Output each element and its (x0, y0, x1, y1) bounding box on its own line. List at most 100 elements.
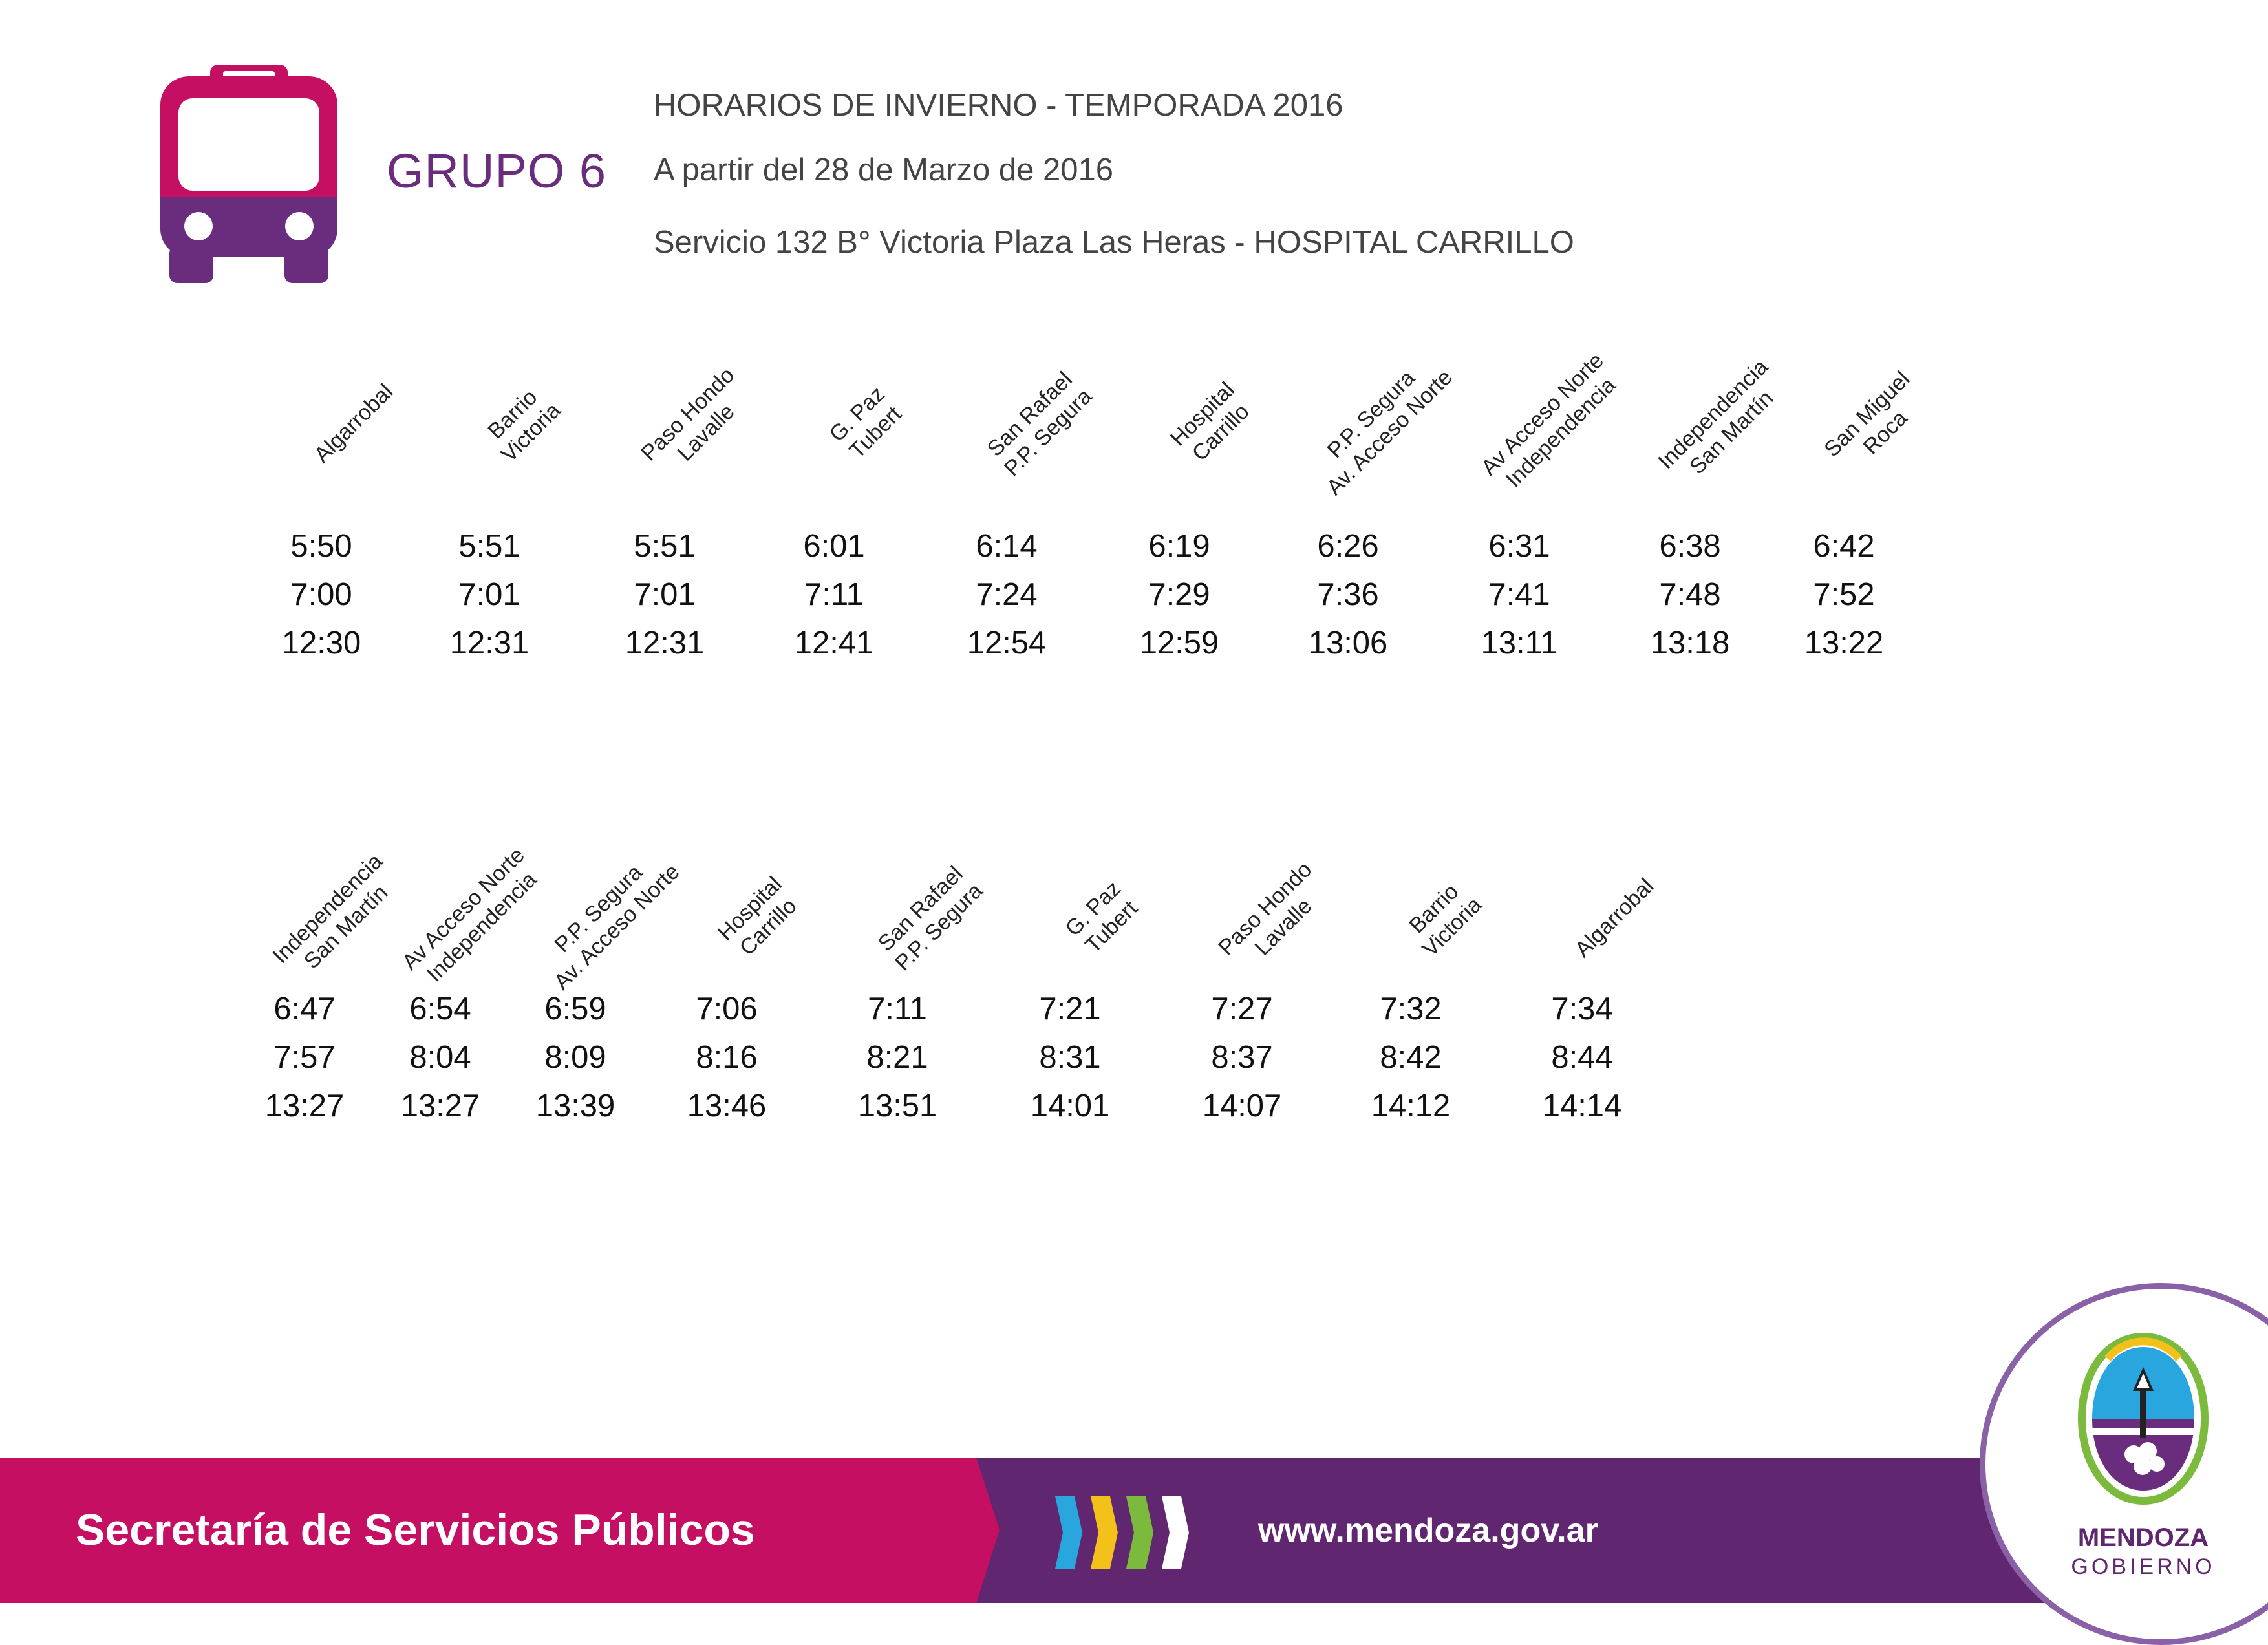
departure-time: 12:59 (1139, 626, 1219, 661)
stop-name-line: Algarrobal (1570, 873, 1659, 962)
stop-name: Av Acceso Norte Independencia (397, 842, 548, 993)
service-route: Servicio 132 B° Victoria Plaza Las Heras… (654, 225, 1574, 260)
departure-time: 7:41 (1488, 577, 1550, 612)
departure-time: 7:32 (1380, 992, 1442, 1026)
departure-time: 8:21 (866, 1040, 928, 1075)
departure-time: 5:51 (458, 529, 520, 564)
time-column: 7:06 8:16 13:46 (656, 985, 798, 1130)
departure-time: 13:27 (264, 1088, 345, 1123)
departure-time: 6:38 (1659, 529, 1721, 564)
time-column: 5:51 7:01 12:31 (594, 522, 736, 668)
stop-name: Independencia San Martín (268, 849, 406, 987)
departure-time: 8:44 (1551, 1040, 1613, 1075)
departure-time: 8:16 (696, 1040, 758, 1075)
departure-time: 13:51 (857, 1088, 937, 1123)
stop-name: P.P. Segura Av. Acceso Norte (531, 841, 685, 995)
bus-icon (160, 65, 337, 283)
stop-name: Paso Hondo Lavalle (636, 363, 758, 485)
footer-title: Secretaría de Servicios Públicos (76, 1505, 755, 1555)
time-column: 7:21 8:31 14:01 (999, 985, 1141, 1130)
group-title: GRUPO 6 (387, 144, 607, 198)
departure-time: 7:34 (1551, 992, 1613, 1026)
time-column: 6:31 7:41 13:11 (1448, 522, 1590, 668)
stop-name: San Miguel Roca (1819, 366, 1934, 481)
stop-name: Hospital Carrillo (712, 871, 805, 964)
departure-time: 8:37 (1211, 1040, 1273, 1075)
time-column: 6:42 7:52 13:22 (1773, 522, 1915, 668)
stop-name: San Rafael P.P. Segura (872, 860, 988, 976)
departure-time: 7:57 (273, 1040, 336, 1075)
stop-name: P.P. Segura Av. Acceso Norte (1303, 346, 1458, 501)
departure-time: 6:59 (544, 992, 606, 1026)
departure-time: 6:42 (1813, 529, 1875, 564)
departure-time: 13:22 (1804, 626, 1884, 661)
departure-time: 8:09 (544, 1040, 606, 1075)
time-column: 7:32 8:42 14:12 (1340, 985, 1482, 1130)
departure-time: 12:54 (967, 626, 1047, 661)
chevron-yellow (1091, 1496, 1118, 1569)
stop-name: Algarrobal (1570, 873, 1659, 962)
footer-left-band (0, 1458, 976, 1603)
departure-time: 14:14 (1542, 1088, 1622, 1123)
website-link[interactable]: www.mendoza.gov.ar (1258, 1512, 1598, 1549)
departure-time: 7:01 (634, 577, 696, 612)
departure-time: 5:50 (290, 529, 352, 564)
departure-time: 7:21 (1039, 992, 1101, 1026)
stop-name: Barrio Victoria (1399, 874, 1487, 962)
departure-time: 7:01 (458, 577, 520, 612)
departure-time: 7:52 (1813, 577, 1875, 612)
departure-time: 13:46 (687, 1088, 767, 1123)
departure-time: 7:36 (1317, 577, 1379, 612)
departure-time: 8:42 (1380, 1040, 1442, 1075)
stop-name: Algarrobal (309, 379, 398, 468)
footer-bar: Secretaría de Servicios Públicos www.men… (0, 1458, 2268, 1603)
chevron-green (1126, 1496, 1153, 1569)
departure-time: 6:54 (409, 992, 471, 1026)
departure-time: 7:24 (976, 577, 1038, 612)
time-column: 6:54 8:04 13:27 (369, 985, 511, 1130)
departure-time: 8:31 (1039, 1040, 1101, 1075)
departure-time: 6:19 (1148, 529, 1210, 564)
departure-time: 12:41 (794, 626, 874, 661)
departure-time: 13:11 (1481, 626, 1558, 661)
departure-time: 14:07 (1202, 1088, 1282, 1123)
time-column: 6:38 7:48 13:18 (1619, 522, 1761, 668)
departure-time: 7:27 (1211, 992, 1273, 1026)
stop-name: Av Acceso Norte Independencia (1476, 348, 1627, 499)
time-column: 6:47 7:57 13:27 (233, 985, 376, 1130)
departure-time: 6:31 (1488, 529, 1550, 564)
stop-name: G. Paz Tubert (824, 381, 908, 465)
departure-time: 7:11 (804, 577, 864, 612)
footer-divider-arrow (976, 1458, 1000, 1603)
departure-time: 13:39 (535, 1088, 615, 1123)
time-column: 7:11 8:21 13:51 (826, 985, 968, 1130)
chevrons-icon (1055, 1496, 1189, 1569)
schedule-season: HORARIOS DE INVIERNO - TEMPORADA 2016 (654, 88, 1343, 123)
departure-time: 7:29 (1148, 577, 1210, 612)
stop-name-line: Algarrobal (309, 379, 398, 468)
logo-name: MENDOZA (2077, 1523, 2209, 1552)
time-column: 6:01 7:11 12:41 (763, 522, 905, 668)
departure-time: 7:00 (290, 577, 352, 612)
chevron-blue (1055, 1496, 1082, 1569)
logo-subtitle: GOBIERNO (2071, 1555, 2216, 1579)
departure-time: 6:14 (976, 529, 1038, 564)
stop-name: Barrio Victoria (478, 379, 566, 467)
stop-name: Hospital Carrillo (1165, 377, 1257, 469)
departure-time: 12:31 (625, 626, 705, 661)
departure-time: 13:18 (1650, 626, 1730, 661)
departure-time: 6:01 (803, 529, 865, 564)
departure-time: 6:47 (273, 992, 336, 1026)
time-column: 7:34 8:44 14:14 (1511, 985, 1653, 1130)
chevron-white (1162, 1496, 1189, 1569)
time-column: 7:27 8:37 14:07 (1171, 985, 1313, 1130)
departure-time: 8:04 (409, 1040, 471, 1075)
departure-time: 5:51 (634, 529, 696, 564)
stop-name: Independencia San Martín (1653, 354, 1792, 493)
stop-name: San Rafael P.P. Segura (981, 365, 1097, 482)
departure-time: 7:48 (1659, 577, 1721, 612)
time-column: 5:51 7:01 12:31 (418, 522, 561, 668)
stop-name: Paso Hondo Lavalle (1214, 857, 1336, 979)
departure-time: 12:31 (449, 626, 530, 661)
departure-time: 7:11 (868, 992, 927, 1026)
